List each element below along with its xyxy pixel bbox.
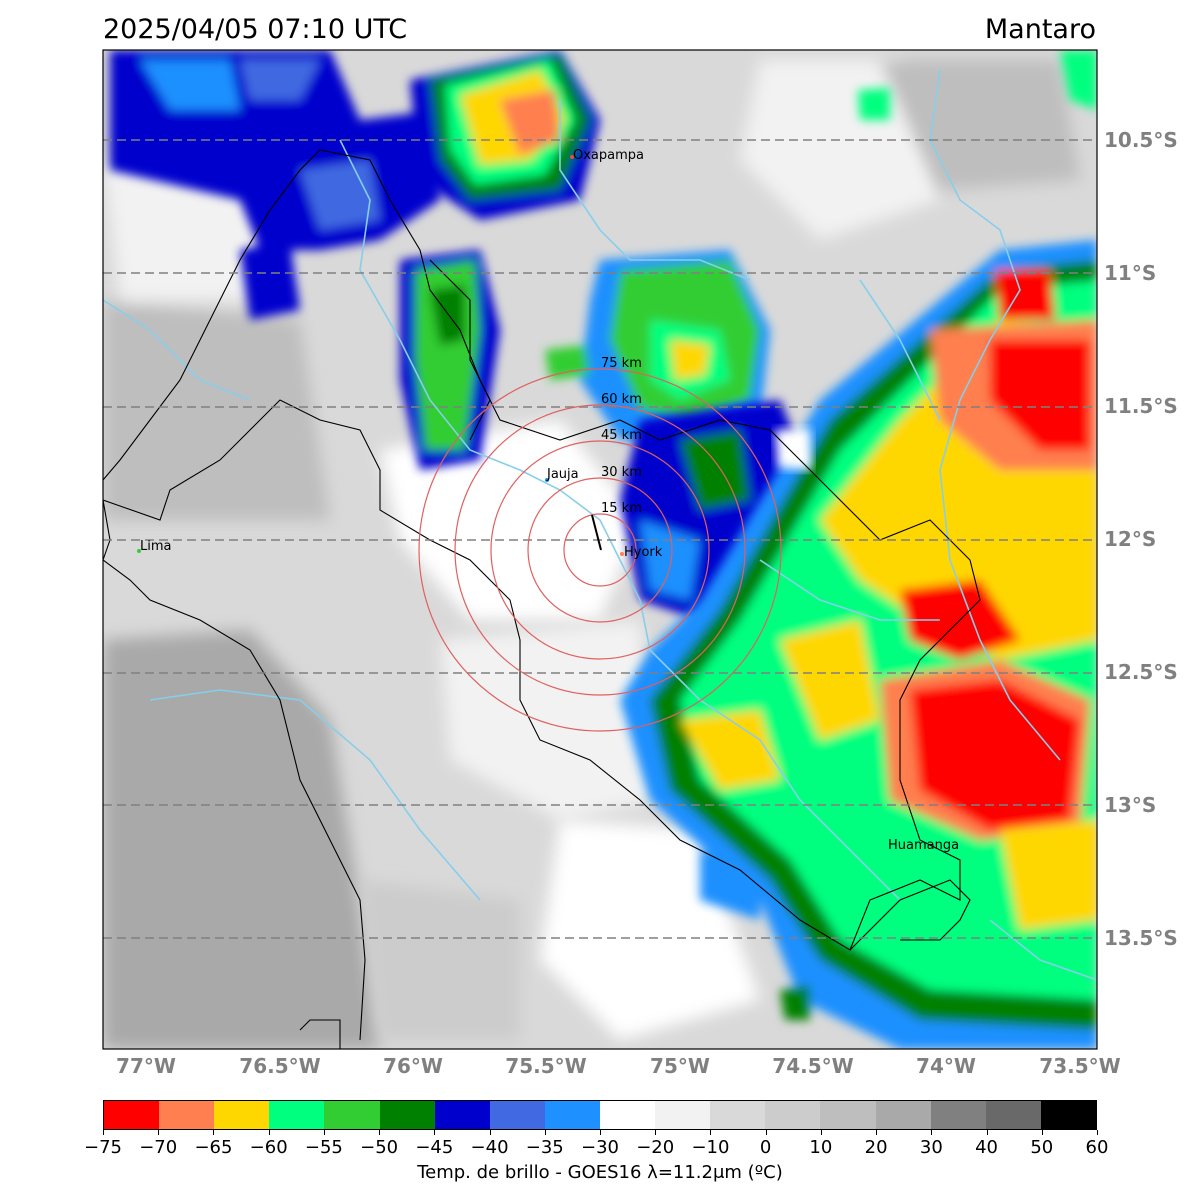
colorbar-tick-mark xyxy=(103,1130,104,1135)
colorbar-tick-mark xyxy=(489,1130,491,1135)
colorbar-tick-label: 30 xyxy=(919,1137,943,1158)
lon-label-76: 76°W xyxy=(383,1054,443,1078)
colorbar-tick-label: 10 xyxy=(809,1137,833,1158)
colorbar-tick-label: −20 xyxy=(636,1137,675,1158)
colorbar-tick-mark xyxy=(710,1130,712,1135)
colorbar-tick-label: −30 xyxy=(581,1137,619,1158)
colorbar-swatch xyxy=(1040,1101,1096,1129)
lon-label-73-5: 73.5°W xyxy=(1039,1054,1121,1078)
colorbar-tick-mark xyxy=(544,1130,546,1135)
lima-marker xyxy=(137,549,141,553)
colorbar-tick-label: −60 xyxy=(249,1137,288,1158)
colorbar-tick-mark xyxy=(379,1130,381,1135)
colorbar-swatch xyxy=(710,1101,766,1129)
jauja-marker xyxy=(545,478,549,482)
colorbar-tick-mark xyxy=(931,1130,933,1135)
colorbar-tick-mark xyxy=(765,1130,767,1135)
lon-label-77: 77°W xyxy=(116,1054,176,1078)
colorbar-swatch xyxy=(104,1101,160,1129)
colorbar-tick-mark xyxy=(876,1130,878,1135)
colorbar-tick-mark xyxy=(1097,1130,1098,1135)
brightness-temperature-field xyxy=(103,50,1097,1049)
latitude-gridlines xyxy=(103,139,1097,939)
colorbar-tick-mark xyxy=(434,1130,436,1135)
ring-label-30km: 30 km xyxy=(601,465,642,480)
colorbar-label: Temp. de brillo - GOES16 λ=11.2μm (ºC) xyxy=(417,1162,783,1183)
colorbar-swatch xyxy=(599,1101,656,1129)
colorbar-tick-mark xyxy=(986,1130,988,1135)
colorbar-tick-label: −35 xyxy=(525,1137,564,1158)
colorbar-tick-label: −70 xyxy=(139,1137,178,1158)
map-datetime-title: 2025/04/05 07:10 UTC xyxy=(103,14,408,45)
map-region-title: Mantaro xyxy=(984,14,1096,45)
colorbar-tick-label: −65 xyxy=(194,1137,233,1158)
ring-label-15km: 15 km xyxy=(601,501,642,516)
huancayo-marker xyxy=(620,552,624,556)
lat-label-13-5: 13.5°S xyxy=(1104,926,1178,950)
colorbar-tick-label: −45 xyxy=(415,1137,454,1158)
colorbar-swatch xyxy=(379,1101,435,1129)
colorbar-tick-label: −55 xyxy=(304,1137,343,1158)
colorbar-swatch xyxy=(765,1101,821,1129)
colorbar-tick-mark xyxy=(655,1130,657,1135)
colorbar-swatch xyxy=(269,1101,325,1129)
huancayo-label: Hyork xyxy=(624,545,663,560)
colorbar-tick-label: 50 xyxy=(1030,1137,1054,1158)
colorbar-tick-label: 0 xyxy=(759,1137,772,1158)
lon-label-75-5: 75.5°W xyxy=(505,1054,587,1078)
colorbar-tick-label: 40 xyxy=(975,1137,998,1158)
lat-label-10-5: 10.5°S xyxy=(1104,128,1178,152)
region-boundaries xyxy=(103,149,981,1049)
colorbar-swatch xyxy=(655,1101,711,1129)
temperature-colorbar xyxy=(103,1100,1097,1130)
lat-label-11-5: 11.5°S xyxy=(1104,394,1178,418)
radar-beam-line xyxy=(591,514,602,551)
oxapampa-marker xyxy=(570,155,574,159)
colorbar-tick-mark xyxy=(1041,1130,1043,1135)
colorbar-tick-label: −40 xyxy=(470,1137,509,1158)
range-rings xyxy=(418,368,782,732)
colorbar-tick-mark xyxy=(600,1130,601,1135)
colorbar-tick-label: −50 xyxy=(360,1137,399,1158)
lat-label-11: 11°S xyxy=(1104,261,1157,285)
lat-label-12: 12°S xyxy=(1104,527,1157,551)
ring-label-75km: 75 km xyxy=(601,356,642,371)
huamanga-label: Huamanga xyxy=(888,838,960,853)
jauja-label: Jauja xyxy=(547,467,579,482)
colorbar-tick-mark xyxy=(158,1130,160,1135)
colorbar-tick-label: −75 xyxy=(84,1137,122,1158)
colorbar-swatch xyxy=(159,1101,215,1129)
map-frame xyxy=(102,49,1098,1050)
colorbar-swatch xyxy=(875,1101,931,1129)
colorbar-tick-label: −10 xyxy=(691,1137,730,1158)
lon-label-75: 75°W xyxy=(650,1054,710,1078)
colorbar-swatch xyxy=(324,1101,380,1129)
lon-label-74-5: 74.5°W xyxy=(772,1054,854,1078)
colorbar-swatch xyxy=(930,1101,986,1129)
ring-label-60km: 60 km xyxy=(601,392,642,407)
colorbar-swatch xyxy=(820,1101,876,1129)
colorbar-tick-mark xyxy=(268,1130,270,1135)
colorbar-tick-label: 20 xyxy=(864,1137,888,1158)
lon-label-74: 74°W xyxy=(916,1054,976,1078)
ring-label-45km: 45 km xyxy=(601,428,642,443)
lat-label-12-5: 12.5°S xyxy=(1104,660,1178,684)
colorbar-tick-mark xyxy=(323,1130,325,1135)
colorbar-swatch xyxy=(434,1101,490,1129)
colorbar-swatch xyxy=(985,1101,1041,1129)
rivers xyxy=(103,69,1097,981)
lat-label-13: 13°S xyxy=(1104,793,1157,817)
colorbar-swatch xyxy=(214,1101,270,1129)
colorbar-swatch xyxy=(544,1101,600,1129)
lon-label-76-5: 76.5°W xyxy=(239,1054,321,1078)
colorbar-swatch xyxy=(489,1101,545,1129)
lima-label: Lima xyxy=(140,539,172,554)
colorbar-tick-label: 60 xyxy=(1085,1137,1109,1158)
colorbar-tick-mark xyxy=(820,1130,822,1135)
colorbar-tick-mark xyxy=(213,1130,215,1135)
oxapampa-label: Oxapampa xyxy=(573,148,644,163)
